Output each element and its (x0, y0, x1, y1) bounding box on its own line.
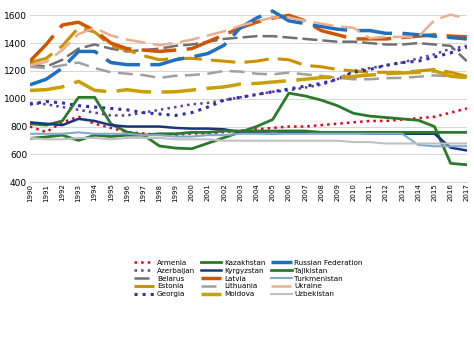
Legend: Armenia, Azerbaijan, Belarus, Estonia, Georgia, Kazakhstan, Kyrgyzstan, Latvia, : Armenia, Azerbaijan, Belarus, Estonia, G… (131, 257, 365, 300)
